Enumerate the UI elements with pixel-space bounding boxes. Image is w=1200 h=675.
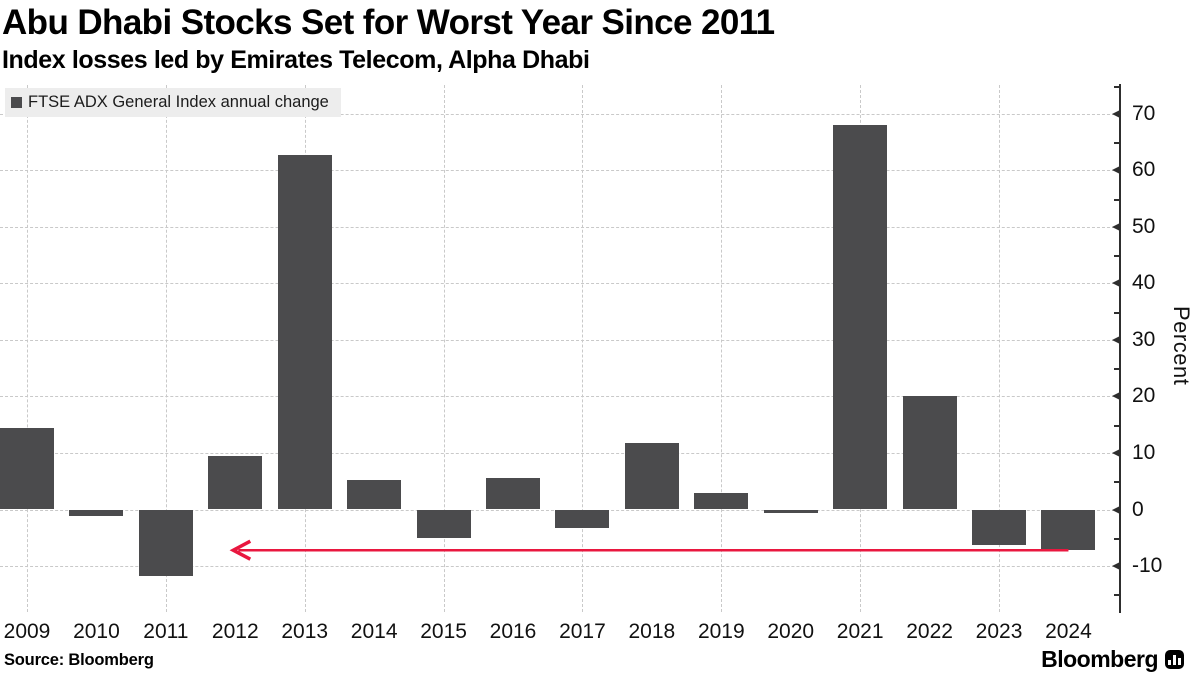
horizontal-gridline	[0, 339, 1120, 341]
horizontal-gridline	[0, 226, 1120, 228]
bar-2020	[763, 509, 818, 514]
bar-2014	[347, 479, 402, 510]
y-axis-major-tick	[1112, 335, 1120, 344]
y-axis-major-tick	[1112, 166, 1120, 175]
x-axis-label-2022: 2022	[906, 620, 953, 643]
x-axis-label-2023: 2023	[975, 620, 1023, 643]
vertical-gridline	[582, 85, 584, 612]
y-tick-label: 10	[1132, 440, 1156, 464]
x-axis-label-2024: 2024	[1045, 620, 1092, 643]
y-axis-title: Percent	[1169, 306, 1194, 386]
bar-2010	[69, 509, 124, 517]
bar-2019	[694, 492, 749, 510]
bar-2015	[416, 509, 471, 539]
y-tick-label: 0	[1132, 497, 1144, 521]
bar-2023	[972, 509, 1027, 545]
horizontal-gridline	[0, 396, 1120, 398]
y-axis-major-tick	[1112, 279, 1120, 288]
y-axis-major-tick	[1112, 222, 1120, 231]
horizontal-gridline	[0, 283, 1120, 285]
bar-2022	[902, 396, 957, 510]
y-axis-major-tick	[1112, 448, 1120, 457]
x-axis-label-2018: 2018	[628, 620, 676, 643]
x-axis-label-2017: 2017	[559, 620, 606, 643]
legend-label: FTSE ADX General Index annual change	[28, 93, 329, 111]
legend-swatch-icon	[11, 97, 22, 108]
y-axis-major-tick	[1112, 109, 1120, 118]
legend: FTSE ADX General Index annual change	[5, 88, 341, 117]
bloomberg-bars-icon	[1165, 650, 1184, 669]
x-axis-label-2021: 2021	[836, 620, 884, 643]
bar-2017	[555, 509, 610, 529]
y-axis-minor-tick	[1114, 424, 1120, 427]
vertical-gridline	[27, 85, 28, 612]
y-tick-label: 40	[1132, 271, 1156, 295]
vertical-gridline	[721, 85, 723, 612]
y-axis-major-tick	[1112, 505, 1120, 514]
bar-2009	[0, 427, 54, 510]
y-axis-major-tick	[1112, 392, 1120, 401]
x-axis-label-2019: 2019	[697, 620, 745, 643]
bar-2024	[1041, 509, 1096, 551]
bar-2021	[833, 125, 888, 510]
horizontal-gridline	[0, 170, 1120, 172]
horizontal-gridline	[0, 452, 1120, 454]
chart-subtitle: Index losses led by Emirates Telecom, Al…	[2, 46, 590, 74]
y-axis-line	[1119, 84, 1121, 613]
y-axis-minor-tick	[1114, 198, 1120, 201]
y-tick-label: -10	[1132, 554, 1163, 578]
horizontal-gridline	[0, 113, 1120, 115]
vertical-gridline	[165, 85, 167, 612]
x-axis-label-2009: 2009	[3, 620, 51, 643]
horizontal-gridline	[0, 566, 1120, 568]
y-axis-minor-tick	[1114, 594, 1120, 597]
x-axis-label-2015: 2015	[420, 620, 467, 643]
x-axis-label-2016: 2016	[489, 620, 537, 643]
chart-title: Abu Dhabi Stocks Set for Worst Year Sinc…	[2, 3, 775, 42]
bar-2016	[486, 478, 540, 510]
y-axis-minor-tick	[1114, 85, 1120, 88]
x-axis-label-2020: 2020	[767, 620, 815, 643]
x-axis-label-2012: 2012	[211, 620, 259, 643]
x-axis-label-2010: 2010	[73, 620, 120, 643]
y-axis-minor-tick	[1114, 368, 1120, 371]
y-axis-minor-tick	[1114, 255, 1120, 258]
bar-2013	[277, 154, 332, 510]
y-tick-label: 30	[1132, 327, 1156, 351]
source-label: Source: Bloomberg	[4, 651, 154, 669]
x-axis-label-2011: 2011	[143, 620, 189, 643]
bar-2018	[624, 442, 679, 510]
y-axis-minor-tick	[1114, 537, 1120, 540]
bar-2011	[138, 509, 193, 576]
bloomberg-logo: Bloomberg	[1041, 646, 1184, 673]
y-tick-label: 50	[1132, 214, 1156, 238]
vertical-gridline	[443, 85, 445, 612]
bar-2012	[208, 456, 263, 510]
x-axis-label-2013: 2013	[281, 620, 329, 643]
bloomberg-logo-text: Bloomberg	[1041, 646, 1158, 672]
y-axis-major-tick	[1112, 562, 1120, 571]
y-tick-label: 60	[1132, 158, 1156, 182]
y-axis-minor-tick	[1114, 311, 1120, 314]
y-axis-minor-tick	[1114, 142, 1120, 145]
x-axis-label-2014: 2014	[350, 620, 398, 643]
y-axis-minor-tick	[1114, 481, 1120, 484]
vertical-gridline	[999, 85, 1001, 612]
y-tick-label: 20	[1132, 384, 1156, 408]
y-tick-label: 70	[1132, 101, 1156, 125]
